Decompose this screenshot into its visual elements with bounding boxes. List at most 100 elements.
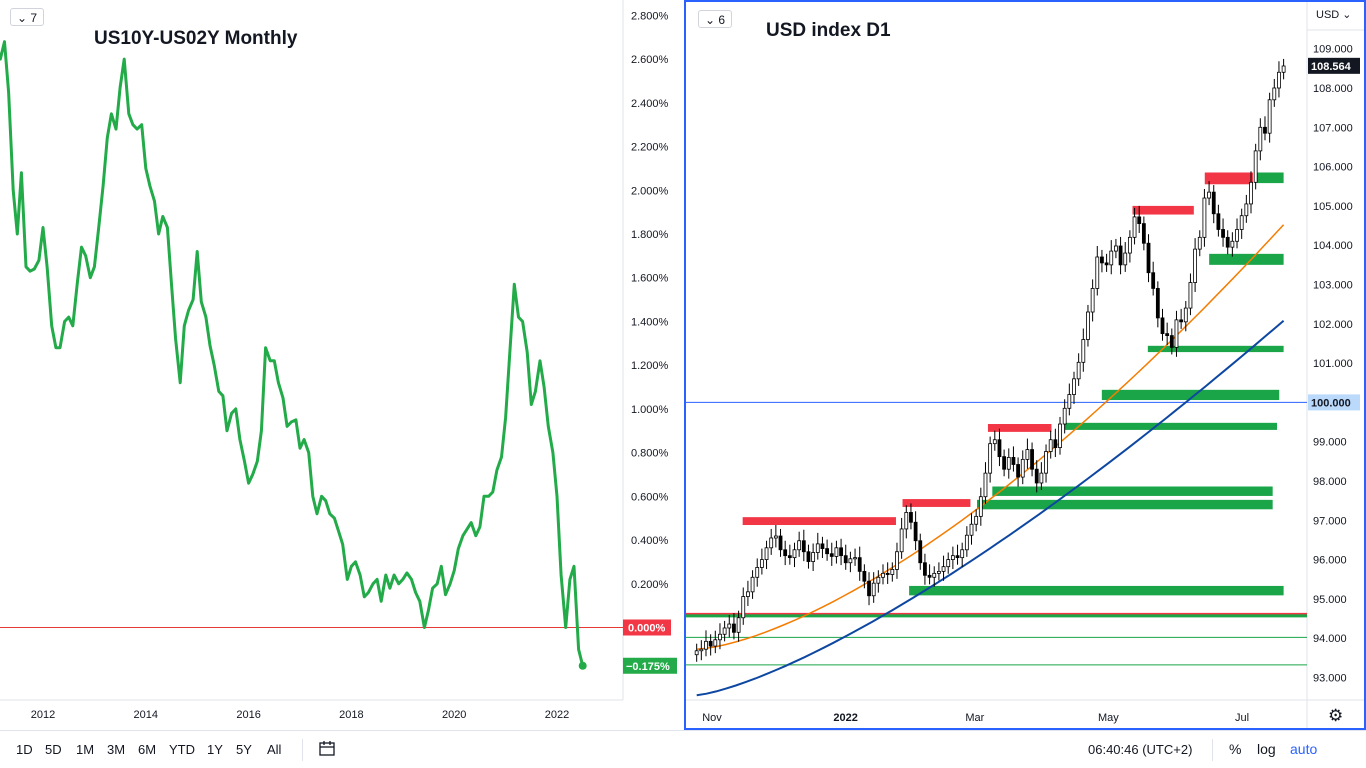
price-tick-label: 1.400%: [631, 316, 669, 328]
candle-body: [932, 572, 937, 578]
candle-body: [1100, 256, 1104, 264]
percent-scale-toggle[interactable]: %: [1229, 741, 1242, 757]
range-button-3m[interactable]: 3M: [107, 742, 126, 757]
candle-body: [1058, 423, 1062, 448]
candle-body: [1114, 245, 1118, 252]
current-price-badge: [1308, 57, 1360, 74]
candle-body: [1165, 333, 1170, 336]
range-button-ytd[interactable]: YTD: [169, 742, 195, 757]
range-button-6m[interactable]: 6M: [138, 742, 157, 757]
candle-body: [1034, 468, 1039, 484]
candle-body: [1239, 215, 1244, 230]
last-value-dot: [578, 661, 587, 670]
candle-body: [978, 496, 983, 517]
pane-collapse-button[interactable]: ⌄ 6: [698, 10, 733, 28]
range-button-1y[interactable]: 1Y: [207, 742, 223, 757]
candle-body: [839, 547, 843, 557]
candle-body: [1197, 236, 1202, 250]
current-price-label: 108.564: [1311, 61, 1352, 73]
indicator-count: 7: [30, 11, 38, 25]
demand-zone: [1101, 389, 1280, 401]
candle-body: [792, 549, 797, 559]
candle-body: [946, 559, 951, 568]
candle-body: [746, 591, 750, 597]
candle-body: [1141, 223, 1146, 244]
demand-zone: [1257, 172, 1284, 184]
spread-chart-canvas[interactable]: 2.800% 2.600% 2.400% 2.200% 2.000% 1.800% 1.60…: [0, 0, 680, 730]
candle-body: [1020, 458, 1025, 478]
candle-body: [1048, 439, 1053, 452]
candle-body: [1137, 216, 1142, 224]
price-tick-label: 0.200%: [631, 579, 669, 591]
dxy-chart-pane[interactable]: ⌄ 6 USD index D1 USD ⌄ 109.000 108.000 107…: [684, 0, 1366, 730]
candle-body: [941, 566, 946, 572]
gear-icon[interactable]: ⚙: [1328, 706, 1344, 725]
candle-body: [1160, 317, 1165, 335]
candle-body: [787, 555, 792, 559]
candle-body: [890, 569, 895, 575]
price-tick-label: 2.400%: [631, 98, 669, 110]
supply-zone: [987, 424, 1052, 432]
candle-body: [992, 439, 997, 445]
candle-body: [1072, 378, 1076, 395]
candle-body: [1062, 407, 1067, 425]
candle-body: [1249, 181, 1253, 205]
candle-body: [974, 515, 979, 525]
candle-body: [797, 540, 802, 551]
zero-price-badge: [623, 619, 671, 636]
dxy-chart-canvas[interactable]: 109.000 108.000 107.000 106.000 105.000 104.0…: [686, 2, 1364, 728]
candle-body: [769, 537, 774, 549]
candle-body: [1030, 449, 1034, 470]
price-tick-label: 97.000: [1313, 515, 1347, 527]
candle-body: [755, 567, 760, 578]
range-button-all[interactable]: All: [267, 742, 282, 757]
candle-body: [1109, 250, 1114, 266]
candle-body: [997, 439, 1002, 458]
currency-selector[interactable]: USD ⌄: [1316, 8, 1352, 21]
candle-body: [820, 543, 825, 549]
candle-body: [718, 633, 722, 641]
candle-body: [783, 549, 788, 557]
candle-body: [1188, 282, 1193, 309]
spread-line: [0, 40, 585, 667]
log-scale-toggle[interactable]: log: [1257, 741, 1276, 757]
candle-body: [1095, 256, 1100, 289]
demand-zone: [1209, 253, 1284, 265]
zero-price-label: 0.000%: [628, 623, 666, 635]
price-tick-label: 103.000: [1313, 280, 1353, 292]
candle-body: [1244, 203, 1249, 217]
auto-scale-toggle[interactable]: auto: [1290, 741, 1318, 757]
demand-zone: [992, 486, 1273, 496]
candle-body: [699, 648, 704, 652]
demand-zone: [977, 499, 1273, 510]
line-price-badge: [1308, 394, 1360, 411]
clock-timezone[interactable]: 06:40:46 (UTC+2): [1088, 742, 1193, 757]
calendar-goto-icon[interactable]: [318, 740, 336, 761]
pane-collapse-button[interactable]: ⌄ 7: [10, 8, 45, 26]
candle-body: [857, 557, 862, 572]
candle-body: [1258, 126, 1263, 152]
price-tick-label: 2.600%: [631, 54, 669, 66]
candle-body: [1118, 245, 1123, 266]
price-tick-label: 109.000: [1313, 44, 1353, 56]
price-tick-label: 2.200%: [631, 142, 669, 154]
range-button-5y[interactable]: 5Y: [236, 742, 252, 757]
spread-chart-pane[interactable]: ⌄ 7 US10Y-US02Y Monthly 2.800% 2.600% 2.40…: [0, 0, 680, 730]
candle-body: [1263, 126, 1267, 134]
time-tick-label: Nov: [702, 712, 722, 724]
range-button-1m[interactable]: 1M: [76, 742, 95, 757]
candle-body: [1146, 242, 1151, 274]
candle-body: [1277, 71, 1281, 89]
candle-body: [708, 640, 713, 647]
range-button-1d[interactable]: 1D: [16, 742, 33, 757]
candle-body: [1179, 319, 1184, 323]
candle-body: [1104, 262, 1109, 266]
candle-body: [759, 559, 764, 568]
candle-body: [848, 558, 853, 564]
candle-body: [1123, 252, 1128, 266]
candle-body: [750, 576, 755, 593]
candle-body: [1039, 472, 1044, 484]
candle-body: [913, 521, 918, 542]
range-button-5d[interactable]: 5D: [45, 742, 62, 757]
candle-body: [727, 623, 732, 629]
